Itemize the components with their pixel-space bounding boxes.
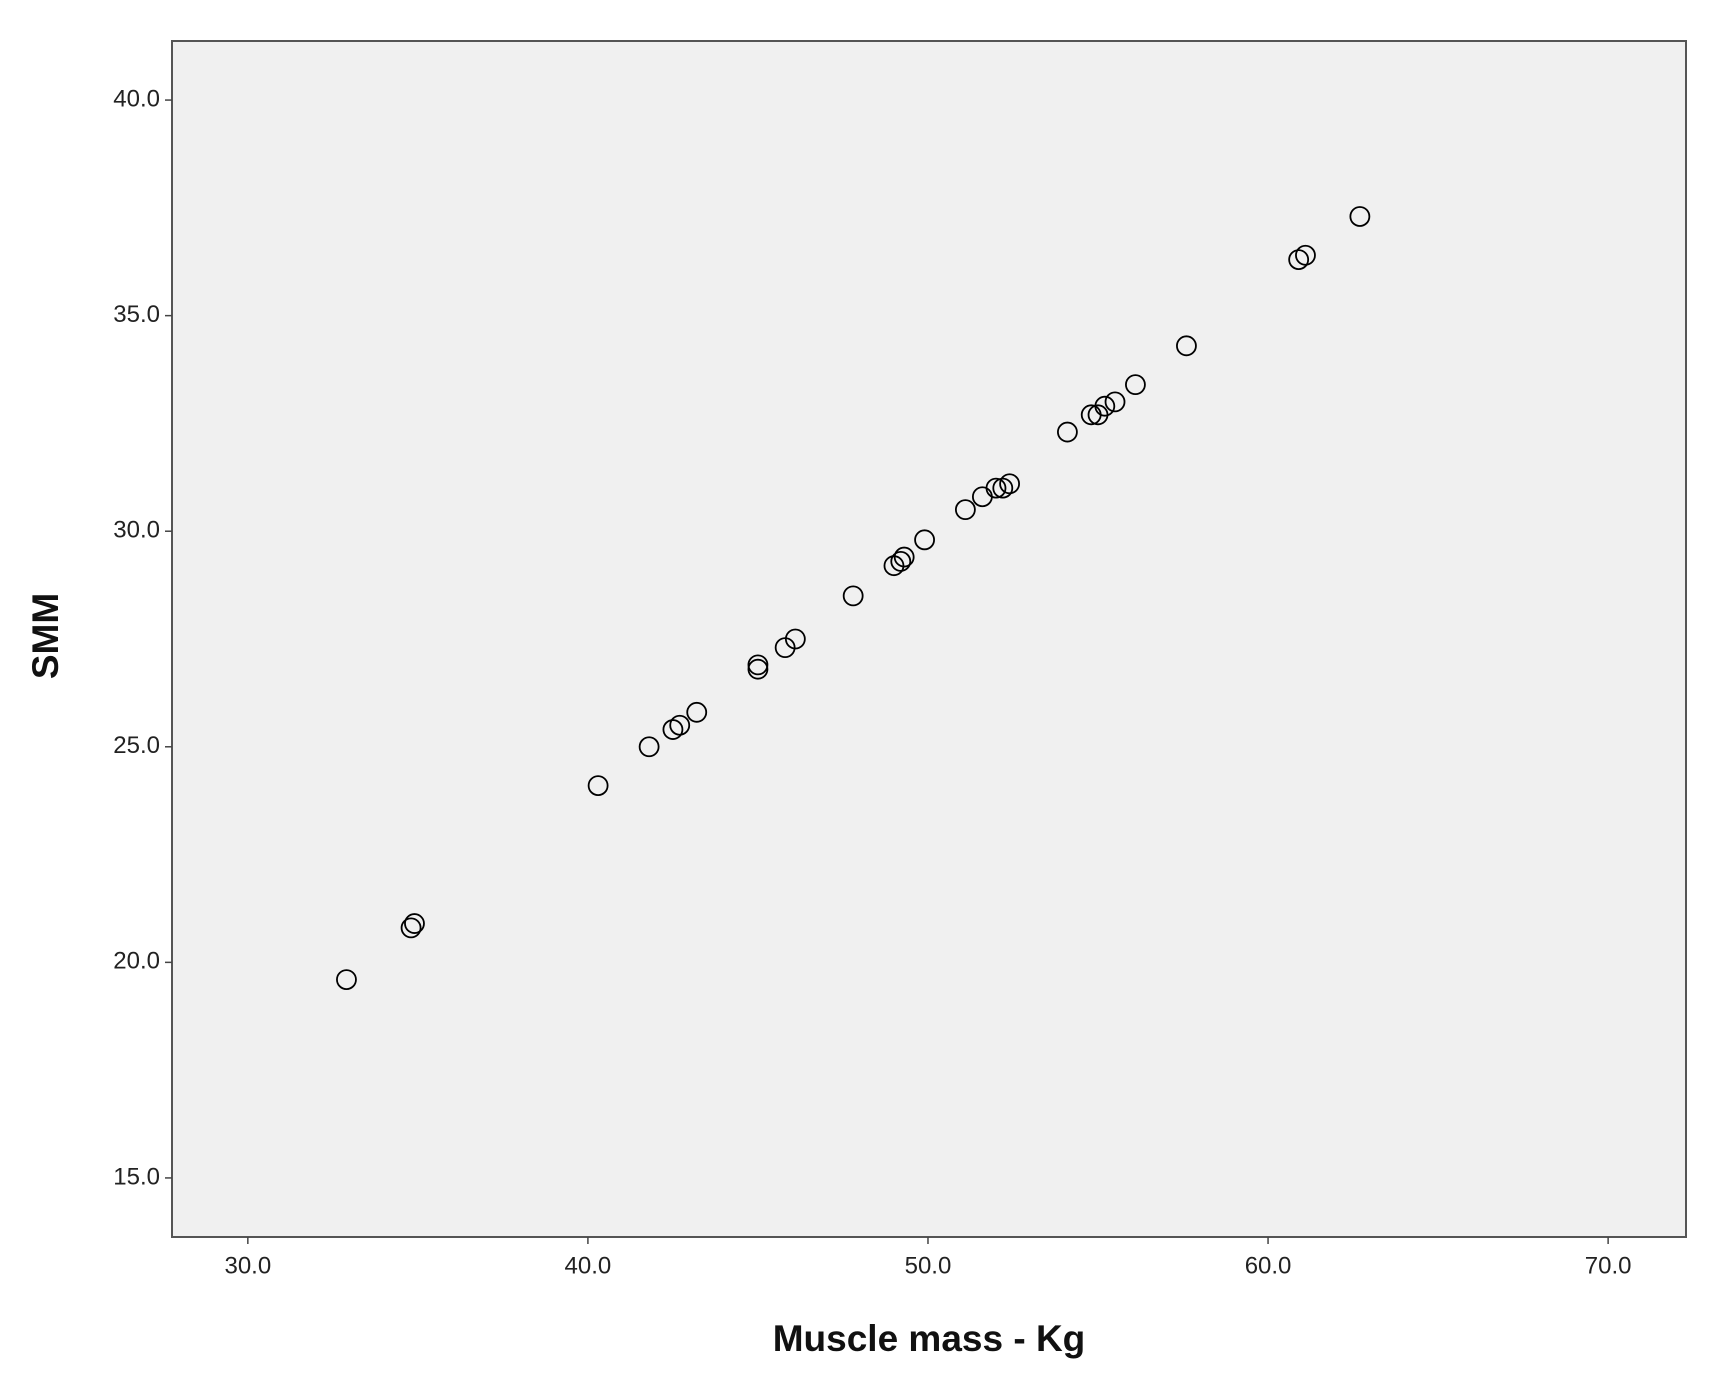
- point: [985, 477, 1007, 499]
- point: [747, 654, 769, 676]
- point: [747, 658, 769, 680]
- plot-area: [171, 40, 1687, 1238]
- x-tick-label: 40.0: [565, 1252, 612, 1279]
- x-tick-label: 70.0: [1585, 1252, 1632, 1279]
- y-tick-label: 25.0: [113, 732, 160, 759]
- point: [1295, 244, 1316, 266]
- point: [1288, 249, 1310, 270]
- point: [784, 628, 806, 650]
- point: [1104, 391, 1126, 413]
- point: [587, 775, 609, 796]
- point: [336, 969, 357, 991]
- point: [400, 917, 422, 939]
- point: [638, 736, 660, 758]
- point: [1349, 206, 1371, 227]
- point: [1094, 395, 1116, 417]
- y-tick-label: 30.0: [113, 517, 160, 544]
- point: [914, 529, 935, 551]
- point: [890, 550, 912, 572]
- y-tick-label: 40.0: [113, 85, 160, 112]
- x-tick-label: 30.0: [224, 1252, 271, 1279]
- point: [954, 499, 976, 521]
- point: [1057, 421, 1078, 443]
- point: [404, 913, 425, 934]
- x-axis-title: Muscle mass - Kg: [773, 1318, 1086, 1359]
- point: [686, 701, 708, 723]
- y-tick-label: 20.0: [113, 948, 160, 975]
- y-axis-title: SMM: [25, 593, 66, 679]
- point: [1125, 374, 1146, 396]
- point: [992, 477, 1014, 499]
- point: [669, 714, 691, 736]
- point: [1176, 335, 1197, 357]
- x-tick-label: 50.0: [905, 1252, 952, 1279]
- point: [662, 719, 684, 740]
- x-tick-label: 60.0: [1245, 1252, 1292, 1279]
- y-tick-label: 35.0: [113, 301, 160, 328]
- y-tick-label: 15.0: [113, 1163, 160, 1190]
- point: [842, 585, 864, 607]
- point: [893, 546, 915, 568]
- point: [999, 473, 1020, 495]
